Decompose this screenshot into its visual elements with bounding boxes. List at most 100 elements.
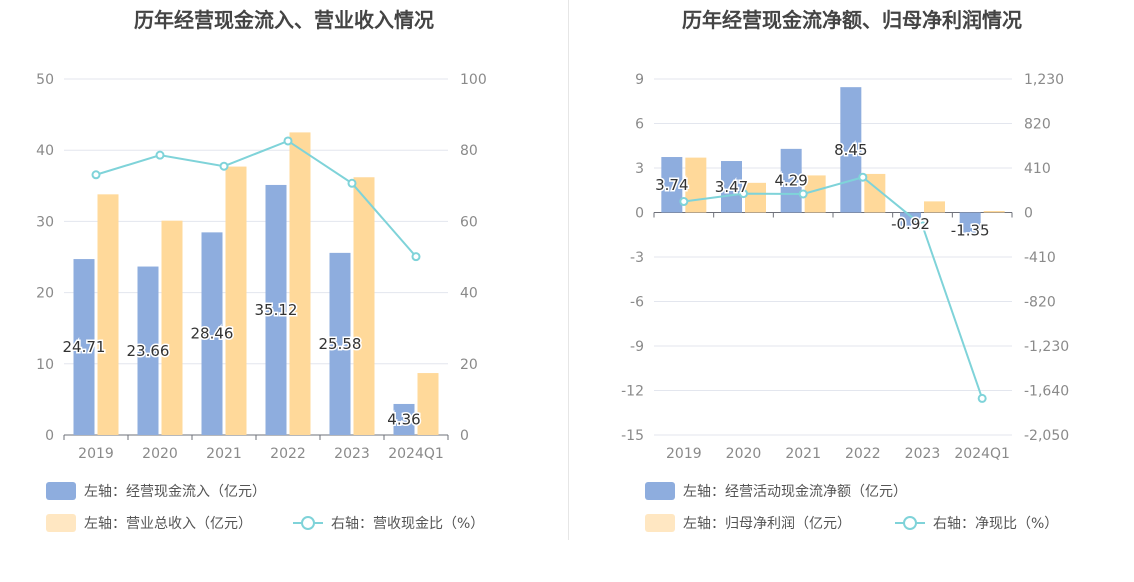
bar-data-label: 4.29 (774, 172, 807, 190)
y-left-tick-label: 40 (36, 143, 54, 159)
bar-data-label: 28.46 (191, 325, 234, 343)
y-right-tick-label: 0 (460, 428, 469, 444)
ratio-point (411, 252, 421, 262)
y-right-tick-label: 820 (1024, 117, 1051, 133)
chart-panel-right: 历年经营现金流净额、归母净利润情况 -15 -2,050 -12 -1,640 -9 -1… (570, 0, 1134, 582)
x-tick-label: 2023 (334, 446, 370, 462)
legend-item-net-profit[interactable]: 左轴：归母净利润（亿元） (645, 513, 851, 533)
x-tick-label: 2024Q1 (954, 446, 1010, 462)
chart-title: 历年经营现金流入、营业收入情况 (134, 8, 434, 32)
ratio-point (155, 150, 165, 160)
y-right-tick-label: 100 (460, 72, 487, 88)
ratio-point (858, 172, 868, 182)
legend-swatch-blue (46, 482, 76, 500)
y-right-tick-label: -1,230 (1024, 339, 1069, 355)
y-right-tick-label: -410 (1024, 250, 1056, 266)
bar-primary (73, 259, 95, 435)
bar-primary (959, 212, 981, 233)
bar-data-label: -1.35 (951, 222, 990, 240)
bar-secondary (804, 175, 826, 213)
bar-data-label: 23.66 (127, 342, 170, 360)
ratio-point (91, 170, 101, 180)
bar-primary (780, 148, 802, 213)
ratio-point (347, 178, 357, 188)
ratio-point (798, 189, 808, 199)
legend-item-ratio[interactable]: 右轴：营收现金比（%） (293, 513, 484, 533)
bar-primary (393, 403, 415, 435)
y-left-tick-label: -3 (630, 250, 644, 266)
y-left-tick-label: -12 (621, 384, 644, 400)
y-left-tick-label: -6 (630, 295, 644, 311)
ratio-point (918, 221, 927, 231)
bar-secondary (983, 211, 1005, 213)
bar-data-label: 8.45 (834, 141, 867, 159)
bar-secondary (161, 220, 183, 435)
bar-primary (661, 157, 683, 213)
bar-primary (721, 161, 742, 213)
bar-secondary (417, 373, 439, 435)
y-right-tick-label: 20 (460, 357, 478, 373)
bar-primary (265, 184, 287, 435)
y-left-tick-label: -15 (621, 428, 644, 444)
y-right-tick-label: 40 (460, 286, 478, 302)
y-right-tick-label: -2,050 (1024, 428, 1069, 444)
chart-svg-right: -15 -2,050 -12 -1,640 -9 -1,230 -6 -820 -3 -410 0 0… (621, 72, 1069, 462)
legend-line-marker-icon (895, 514, 925, 532)
ratio-line (95, 139, 417, 258)
bar-secondary (353, 177, 375, 436)
bar-primary (201, 232, 223, 435)
chart-title: 历年经营现金流净额、归母净利润情况 (682, 8, 1022, 32)
legend-swatch-blue (645, 482, 675, 500)
legend-item-revenue[interactable]: 左轴：营业总收入（亿元） (46, 513, 252, 533)
y-right-tick-label: -820 (1024, 295, 1056, 311)
x-tick-label: 2019 (666, 446, 702, 462)
bar-data-label: 3.74 (655, 176, 688, 194)
bar-data-label: 25.58 (319, 335, 362, 353)
ratio-point (219, 161, 229, 171)
bar-data-label: -0.92 (891, 215, 930, 233)
ratio-point (977, 393, 987, 403)
y-left-tick-label: 0 (45, 428, 54, 444)
bar-secondary (225, 166, 247, 436)
x-tick-label: 2021 (785, 446, 821, 462)
legend-item-cash-inflow[interactable]: 左轴：经营现金流入（亿元） (46, 481, 266, 501)
y-right-tick-label: 80 (460, 143, 478, 159)
y-right-tick-label: -1,640 (1024, 384, 1069, 400)
y-left-tick-label: 3 (635, 161, 644, 177)
y-right-tick-label: 410 (1024, 161, 1051, 177)
ratio-point (679, 197, 689, 207)
legend-swatch-orange (645, 514, 675, 532)
legend-swatch-orange (46, 514, 76, 532)
ratio-point (283, 136, 293, 146)
bar-primary (137, 266, 159, 435)
bar-secondary (289, 132, 311, 435)
y-left-tick-label: 0 (635, 206, 644, 222)
bar-primary (329, 252, 351, 435)
legend-item-net-cash-ratio[interactable]: 右轴：净现比（%） (895, 513, 1058, 533)
x-tick-label: 2024Q1 (388, 446, 444, 462)
chart-panel-left: 历年经营现金流入、营业收入情况 0 0 10 20 20 40 30 60 40 80 50 100 2… (36, 8, 487, 533)
bar-data-label: 35.12 (255, 301, 298, 319)
legend-item-net-cash[interactable]: 左轴：经营活动现金流净额（亿元） (645, 481, 907, 501)
x-tick-label: 2020 (142, 446, 178, 462)
bar-primary (900, 212, 921, 227)
bar-data-label: 4.36 (387, 410, 420, 428)
y-left-tick-label: 6 (635, 117, 644, 133)
bar-secondary (924, 201, 945, 213)
y-right-tick-label: 0 (1024, 206, 1033, 222)
y-right-tick-label: 60 (460, 214, 478, 230)
y-left-tick-label: 9 (635, 72, 644, 88)
ratio-line (683, 176, 984, 399)
x-tick-label: 2022 (845, 446, 881, 462)
bar-data-label: 24.71 (63, 338, 106, 356)
ratio-point (739, 189, 748, 199)
y-left-tick-label: 10 (36, 357, 54, 373)
legend-line-marker-icon (293, 514, 323, 532)
bar-secondary (745, 182, 766, 213)
y-left-tick-label: 30 (36, 214, 54, 230)
bar-data-label: 3.47 (715, 178, 748, 196)
x-tick-label: 2019 (78, 446, 114, 462)
y-left-tick-label: 20 (36, 286, 54, 302)
x-tick-label: 2020 (726, 446, 762, 462)
